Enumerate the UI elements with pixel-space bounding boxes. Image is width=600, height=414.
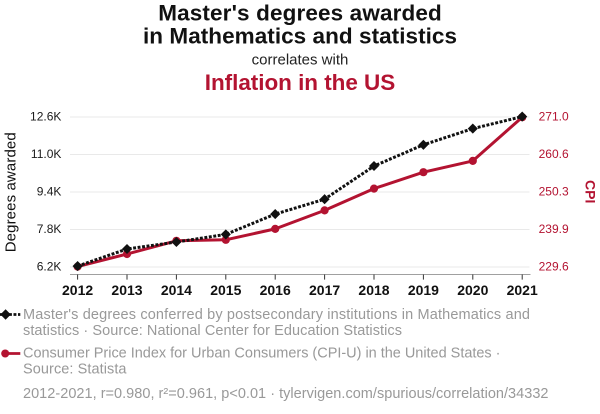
svg-text:12.6K: 12.6K xyxy=(30,110,61,124)
svg-text:statistics · Source: National: statistics · Source: National Center for… xyxy=(23,323,402,339)
svg-text:7.8K: 7.8K xyxy=(37,222,62,236)
svg-text:11.0K: 11.0K xyxy=(31,147,61,161)
svg-text:9.4K: 9.4K xyxy=(37,185,62,199)
svg-text:2015: 2015 xyxy=(210,282,241,298)
svg-text:2019: 2019 xyxy=(408,282,439,298)
svg-text:239.9: 239.9 xyxy=(539,222,569,236)
svg-text:Master's degrees conferred by: Master's degrees conferred by postsecond… xyxy=(23,307,530,323)
svg-text:6.2K: 6.2K xyxy=(37,260,62,274)
svg-text:Consumer Price Index for Urban: Consumer Price Index for Urban Consumers… xyxy=(23,346,501,362)
svg-text:2018: 2018 xyxy=(358,282,389,298)
svg-text:2012: 2012 xyxy=(62,282,93,298)
svg-text:Source: Statista: Source: Statista xyxy=(23,362,127,378)
svg-text:Inflation in the US: Inflation in the US xyxy=(205,70,396,95)
svg-text:correlates with: correlates with xyxy=(252,52,349,69)
svg-text:2014: 2014 xyxy=(161,282,192,298)
svg-text:Master's degrees awarded: Master's degrees awarded xyxy=(158,1,442,26)
svg-text:271.0: 271.0 xyxy=(539,110,569,124)
svg-text:2013: 2013 xyxy=(111,282,142,298)
svg-text:229.6: 229.6 xyxy=(539,260,569,274)
svg-text:Degrees awarded: Degrees awarded xyxy=(2,132,19,252)
svg-text:2012-2021, r=0.980, r²=0.961,: 2012-2021, r=0.980, r²=0.961, p<0.01 · t… xyxy=(23,386,549,402)
svg-text:in Mathematics and statistics: in Mathematics and statistics xyxy=(143,23,457,48)
svg-text:2017: 2017 xyxy=(309,282,340,298)
svg-text:2020: 2020 xyxy=(457,282,488,298)
svg-text:CPI: CPI xyxy=(582,180,598,203)
svg-text:250.3: 250.3 xyxy=(539,185,569,199)
svg-text:2016: 2016 xyxy=(260,282,291,298)
svg-text:2021: 2021 xyxy=(507,282,538,298)
svg-text:260.6: 260.6 xyxy=(539,147,569,161)
